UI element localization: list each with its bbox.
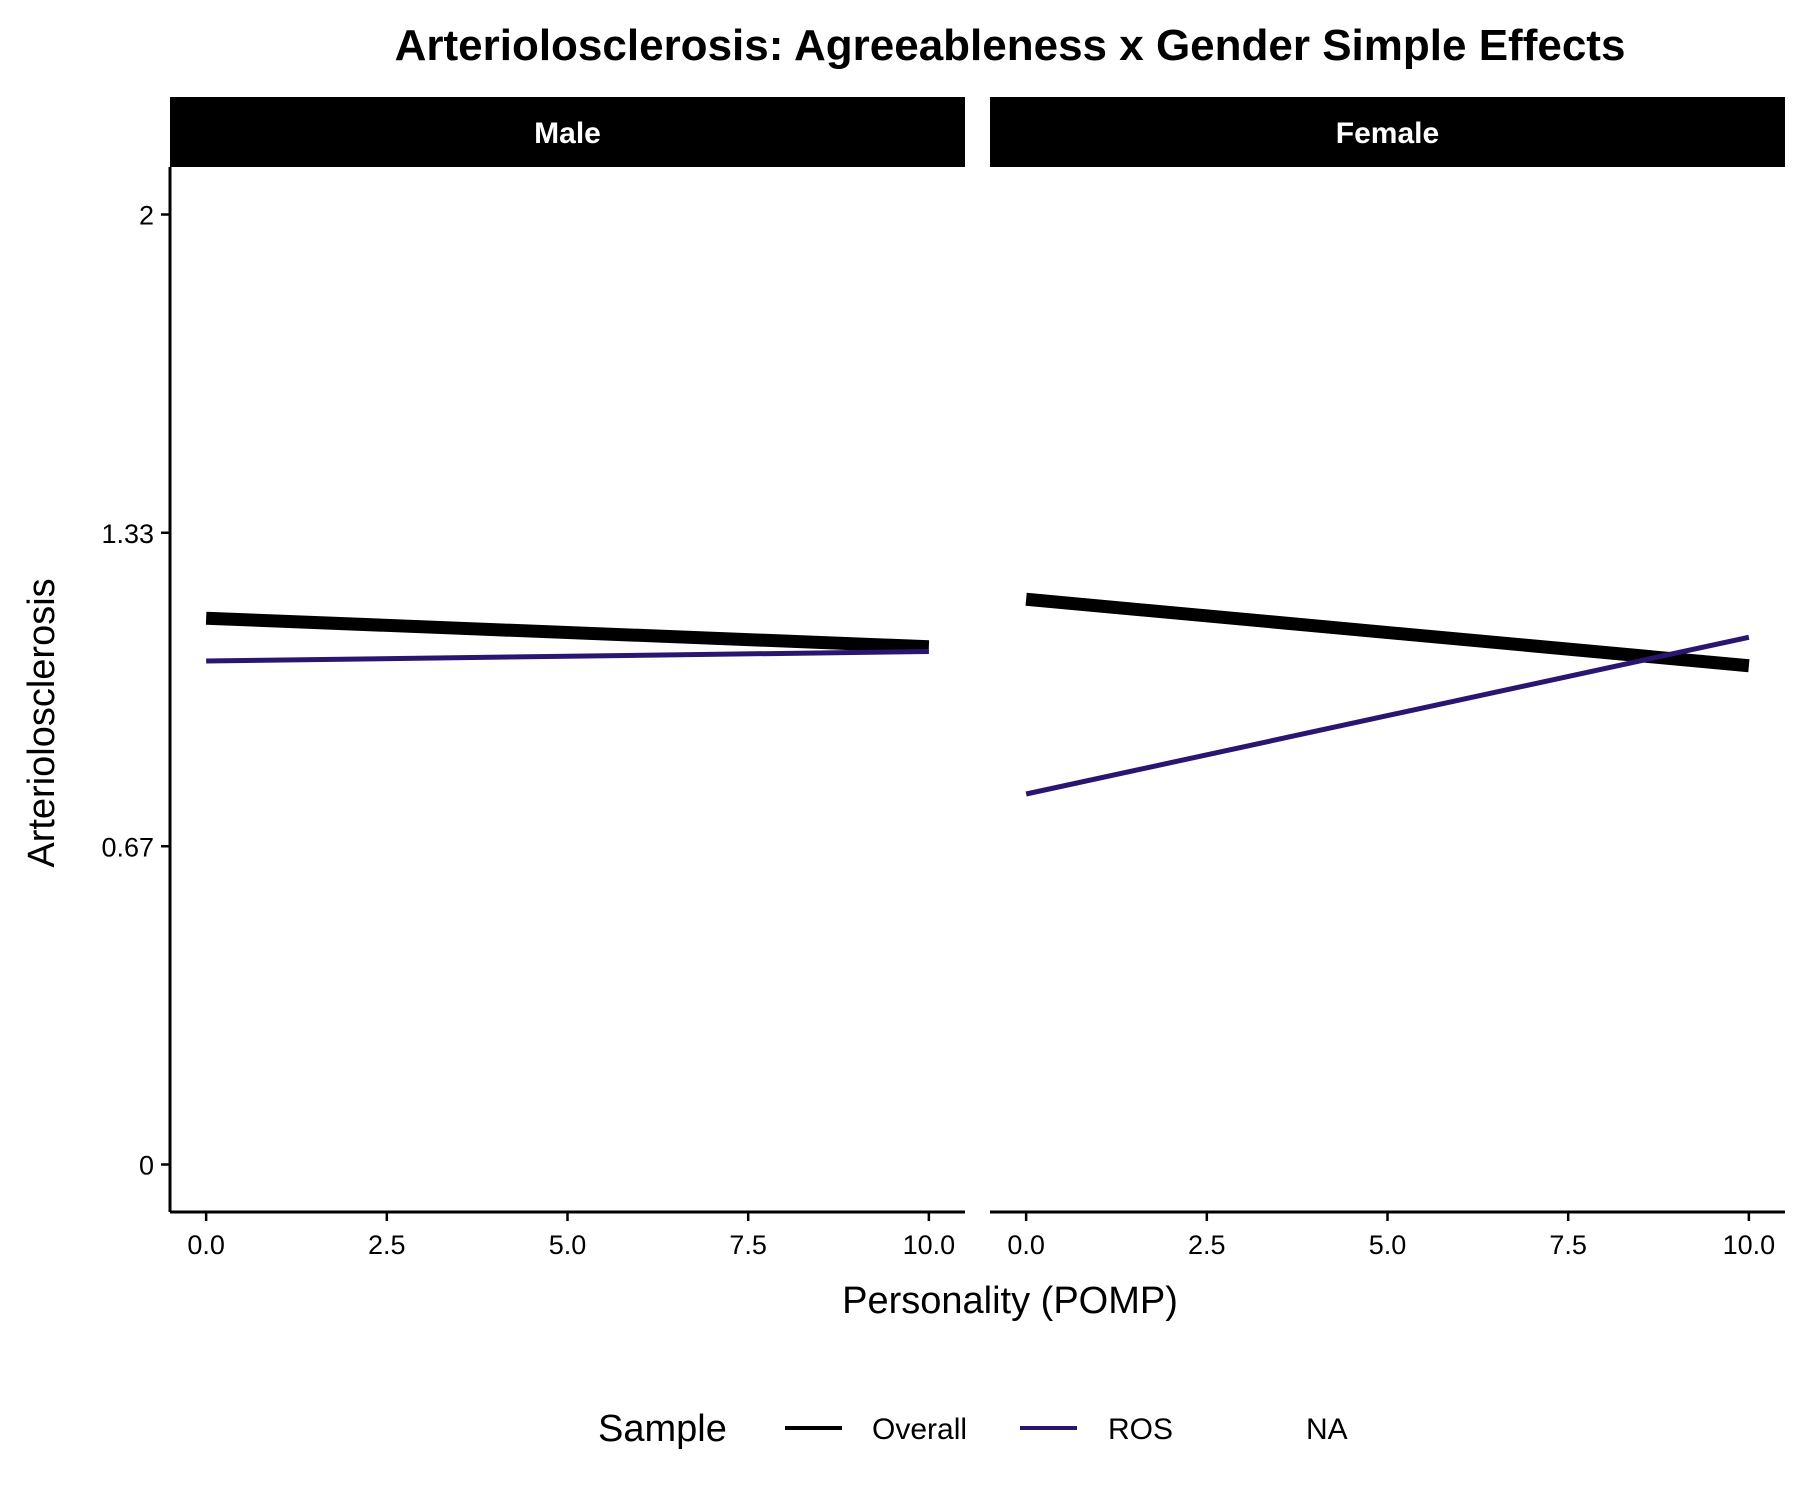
series-line-ros [206, 649, 929, 664]
series-line-overall [1025, 592, 1750, 673]
legend-label-na: NA [1306, 1413, 1348, 1446]
series-line-overall [205, 611, 930, 654]
y-axis-title: Arteriolosclerosis [21, 578, 63, 867]
strip-background [990, 97, 1785, 167]
x-axis-title: Personality (POMP) [842, 1280, 1178, 1322]
series-line-ros [1025, 634, 1750, 797]
legend-label-ros: ROS [1108, 1413, 1173, 1446]
y-tick-label: 1.33 [101, 519, 154, 549]
x-tick-label: 0.0 [1007, 1230, 1045, 1260]
y-tick-label: 0.67 [101, 832, 154, 862]
y-tick-label: 2 [139, 201, 154, 231]
legend: Sample Overall ROS NA [598, 1408, 1348, 1450]
x-tick-label: 0.0 [187, 1230, 225, 1260]
x-tick-label: 5.0 [1369, 1230, 1407, 1260]
x-tick-label: 2.5 [368, 1230, 406, 1260]
x-tick-label: 2.5 [1188, 1230, 1226, 1260]
legend-title: Sample [598, 1408, 727, 1450]
strip-label: Female [1336, 117, 1439, 150]
x-tick-label: 5.0 [549, 1230, 587, 1260]
panel-male: Male 0 0.67 1.33 2 0.0 2.5 5.0 7.5 10.0 [101, 97, 965, 1260]
chart-title: Arteriolosclerosis: Agreeableness x Gend… [395, 21, 1626, 70]
panels: Male 0 0.67 1.33 2 0.0 2.5 5.0 7.5 10.0 Female 0.0 2… [101, 97, 1785, 1260]
legend-label-overall: Overall [872, 1413, 967, 1446]
strip-background [170, 97, 965, 167]
x-tick-label: 10.0 [1723, 1230, 1776, 1260]
x-tick-label: 10.0 [903, 1230, 956, 1260]
strip-label: Male [534, 117, 601, 150]
y-tick-label: 0 [139, 1151, 154, 1181]
x-tick-label: 7.5 [1549, 1230, 1587, 1260]
x-tick-label: 7.5 [729, 1230, 767, 1260]
panel-female: Female 0.0 2.5 5.0 7.5 10.0 [990, 97, 1785, 1260]
